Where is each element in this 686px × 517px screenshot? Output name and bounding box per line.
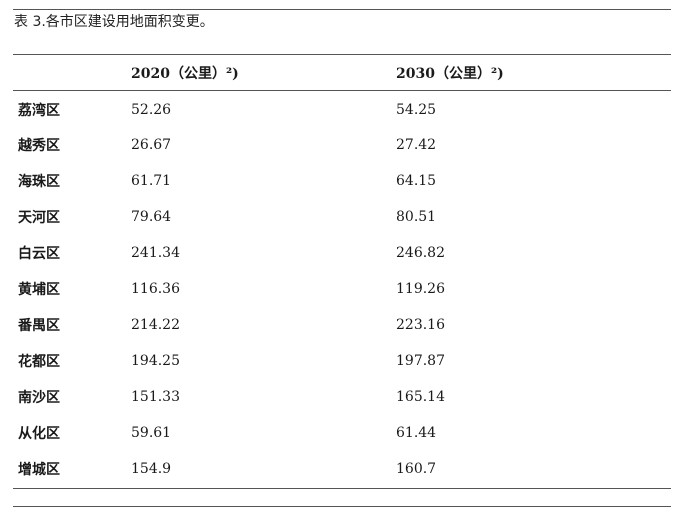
district-name-cell: 天河区 (18, 209, 60, 226)
district-name-cell: 越秀区 (18, 137, 60, 154)
value-2020-cell: 194.25 (131, 352, 180, 369)
table-row: 花都区 194.25 197.87 (13, 343, 671, 379)
table-row: 增城区 154.9 160.7 (13, 451, 671, 487)
value-2020-cell: 79.64 (131, 208, 172, 225)
page-bottom-rule (13, 506, 671, 507)
value-2030-cell: 80.51 (396, 208, 437, 225)
district-name-cell: 花都区 (18, 353, 60, 370)
table-row: 番禺区 214.22 223.16 (13, 307, 671, 343)
header-district (13, 55, 131, 91)
table-row: 南沙区 151.33 165.14 (13, 379, 671, 415)
table-row: 天河区 79.64 80.51 (13, 199, 671, 235)
table-bottom-rule (13, 488, 671, 489)
district-name-cell: 增城区 (18, 461, 60, 478)
district-name-cell: 从化区 (18, 425, 60, 442)
table-row: 荔湾区 52.26 54.25 (13, 91, 671, 127)
data-table: 2020（公里）²) 2030（公里）²) 荔湾区 52.26 54.25 越秀区 26… (13, 54, 671, 487)
value-2020-cell: 59.61 (131, 424, 172, 441)
district-name-cell: 海珠区 (18, 173, 60, 190)
value-2030-cell: 54.25 (396, 101, 437, 118)
district-name-cell: 白云区 (18, 245, 60, 262)
value-2030-cell: 223.16 (396, 316, 445, 333)
table-row: 从化区 59.61 61.44 (13, 415, 671, 451)
table-row: 越秀区 26.67 27.42 (13, 127, 671, 163)
header-2030: 2030（公里）²) (396, 65, 504, 82)
table-row: 海珠区 61.71 64.15 (13, 163, 671, 199)
table-caption: 表 3.各市区建设用地面积变更。 (14, 14, 214, 30)
value-2030-cell: 119.26 (396, 280, 445, 297)
table-body: 荔湾区 52.26 54.25 越秀区 26.67 27.42 海珠区 61.71 64.15 天… (13, 91, 671, 487)
district-name-cell: 番禺区 (18, 317, 60, 334)
value-2030-cell: 165.14 (396, 388, 445, 405)
value-2030-cell: 64.15 (396, 172, 437, 189)
value-2020-cell: 151.33 (131, 388, 180, 405)
table-header-row: 2020（公里）²) 2030（公里）²) (13, 54, 671, 91)
value-2020-cell: 154.9 (131, 460, 172, 477)
value-2030-cell: 27.42 (396, 136, 437, 153)
district-name-cell: 南沙区 (18, 389, 60, 406)
caption-top-rule (13, 9, 671, 10)
value-2020-cell: 116.36 (131, 280, 180, 297)
district-name-cell: 黄埔区 (18, 281, 60, 298)
data-table-container: 2020（公里）²) 2030（公里）²) 荔湾区 52.26 54.25 越秀区 26… (13, 54, 671, 487)
value-2020-cell: 241.34 (131, 244, 180, 261)
value-2020-cell: 52.26 (131, 101, 172, 118)
value-2030-cell: 197.87 (396, 352, 445, 369)
value-2020-cell: 214.22 (131, 316, 180, 333)
value-2030-cell: 160.7 (396, 460, 437, 477)
table-row: 白云区 241.34 246.82 (13, 235, 671, 271)
table-row: 黄埔区 116.36 119.26 (13, 271, 671, 307)
value-2030-cell: 61.44 (396, 424, 437, 441)
header-2020: 2020（公里）²) (131, 65, 239, 82)
district-name-cell: 荔湾区 (18, 102, 60, 119)
value-2030-cell: 246.82 (396, 244, 445, 261)
value-2020-cell: 26.67 (131, 136, 172, 153)
value-2020-cell: 61.71 (131, 172, 172, 189)
